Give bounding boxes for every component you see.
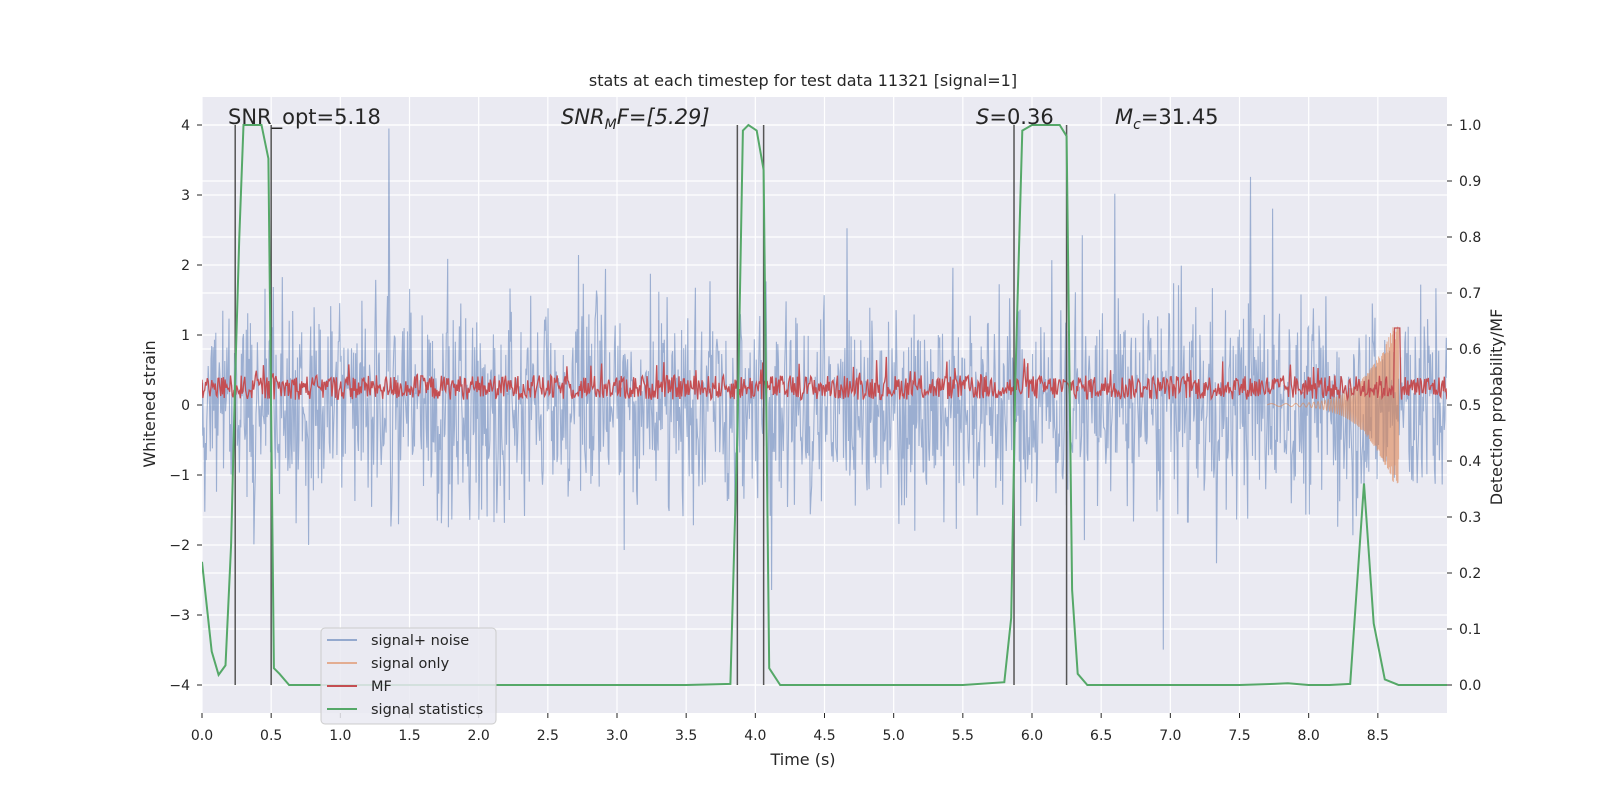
mc-sub: c (1133, 117, 1141, 133)
y2-tick-label: 1.0 (1459, 118, 1481, 134)
y2-tick-label: 0.1 (1459, 622, 1481, 638)
y2-tick-label: 0.7 (1459, 286, 1481, 302)
x-tick-label: 4.5 (813, 728, 835, 744)
x-tick-label: 3.5 (675, 728, 697, 744)
x-tick-label: 5.5 (952, 728, 974, 744)
snr-mf-annotation: SNRMF=[5.29] (561, 105, 710, 133)
y-tick-label: −4 (169, 678, 190, 694)
x-tick-label: 2.5 (537, 728, 559, 744)
x-tick-label: 3.0 (606, 728, 628, 744)
signal-line (1266, 326, 1400, 484)
y-tick-label: −1 (169, 468, 190, 484)
mc-annotation: Mc=31.45 (1115, 105, 1219, 133)
snr-mf-base: SNR (561, 105, 605, 129)
x-tick-label: 6.0 (1021, 728, 1043, 744)
legend-item-noise: signal+ noise (371, 633, 469, 649)
y2-tick-label: 0.0 (1459, 678, 1481, 694)
y-tick-label: 2 (181, 258, 190, 274)
signal-statistics-series (202, 123, 1447, 686)
y2-tick-label: 0.6 (1459, 342, 1481, 358)
y2-tick-label: 0.9 (1459, 174, 1481, 190)
x-tick-label: 7.0 (1159, 728, 1181, 744)
x-tick-label: 0.5 (260, 728, 282, 744)
y-axis-label: Whitened strain (140, 340, 159, 467)
signal-only-series (1266, 326, 1400, 484)
snr-opt-annotation: SNR_opt=5.18 (228, 105, 381, 130)
legend: signal+ noise signal only MF signal stat… (320, 627, 497, 725)
legend-item-mf: MF (371, 679, 392, 695)
y2-ticks: 0.0 0.1 0.2 0.3 0.4 0.5 0.6 0.7 0.8 0.9 1.0 (1447, 118, 1481, 694)
x-tick-label: 6.5 (1090, 728, 1112, 744)
mc-base: M (1115, 105, 1133, 129)
chart-title: stats at each timestep for test data 113… (589, 71, 1017, 90)
x-tick-label: 8.5 (1367, 728, 1389, 744)
y2-tick-label: 0.8 (1459, 230, 1481, 246)
y2-axis-label: Detection probability/MF (1487, 309, 1506, 506)
s-annotation: S=0.36 (976, 105, 1054, 129)
legend-box (320, 627, 497, 725)
x-tick-label: 4.0 (744, 728, 766, 744)
y2-tick-label: 0.4 (1459, 454, 1481, 470)
x-tick-label: 1.0 (329, 728, 351, 744)
x-tick-label: 0.0 (191, 728, 213, 744)
y2-tick-label: 0.2 (1459, 566, 1481, 582)
y-tick-label: −3 (169, 608, 190, 624)
y-tick-label: −2 (169, 538, 190, 554)
y2-tick-label: 0.3 (1459, 510, 1481, 526)
x-tick-label: 2.0 (468, 728, 490, 744)
legend-item-stat: signal statistics (371, 702, 483, 718)
mf-series (202, 327, 1447, 402)
stat-line (202, 123, 1447, 686)
mc-rest: =31.45 (1141, 105, 1219, 129)
x-tick-label: 1.5 (398, 728, 420, 744)
y-tick-label: 3 (181, 188, 190, 204)
snr-mf-sub: M (605, 117, 617, 133)
y2-tick-label: 0.5 (1459, 398, 1481, 414)
x-tick-label: 7.5 (1228, 728, 1250, 744)
s-rest: =0.36 (989, 105, 1053, 129)
x-tick-label: 5.0 (883, 728, 905, 744)
snr-mf-rest: F=[5.29] (617, 105, 710, 129)
y-ticks: −4 −3 −2 −1 0 1 2 3 4 (169, 118, 202, 694)
legend-item-signal: signal only (371, 656, 450, 672)
annotations: SNR_opt=5.18 SNRMF=[5.29] S=0.36 Mc=31.4… (228, 105, 1219, 133)
x-ticks: 0.0 0.5 1.0 1.5 2.0 2.5 3.0 3.5 4.0 4.5 5.0 5.5 6.0 6… (191, 713, 1389, 744)
x-tick-label: 8.0 (1298, 728, 1320, 744)
signal-noise-series (202, 128, 1447, 650)
mf-line (202, 327, 1447, 402)
y-tick-label: 0 (181, 398, 190, 414)
noise-line (202, 128, 1447, 650)
x-axis-label: Time (s) (769, 750, 835, 769)
s-base: S (976, 105, 989, 129)
y-tick-label: 1 (181, 328, 190, 344)
y-tick-label: 4 (181, 118, 190, 134)
